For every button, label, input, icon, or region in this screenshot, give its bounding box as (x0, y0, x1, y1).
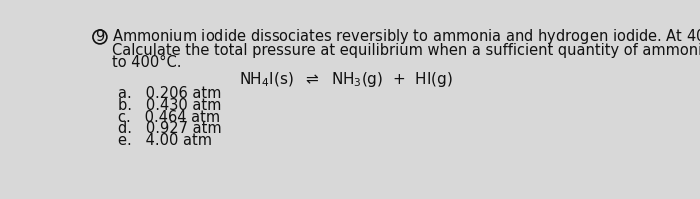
Text: Ammonium iodide dissociates reversibly to ammonia and hydrogen iodide. At 400°C,: Ammonium iodide dissociates reversibly t… (112, 26, 700, 48)
Text: b.   0.430 atm: b. 0.430 atm (118, 98, 222, 113)
Text: e.   4.00 atm: e. 4.00 atm (118, 133, 213, 148)
Text: NH$_4$I(s)  $\rightleftharpoons$  NH$_3$(g)  +  HI(g): NH$_4$I(s) $\rightleftharpoons$ NH$_3$(g… (239, 70, 452, 89)
Text: to 400°C.: to 400°C. (112, 55, 182, 70)
Text: Calculate the total pressure at equilibrium when a sufficient quantity of ammoni: Calculate the total pressure at equilibr… (112, 43, 700, 58)
Text: c.   0.464 atm: c. 0.464 atm (118, 110, 220, 125)
Text: a.   0.206 atm: a. 0.206 atm (118, 86, 222, 101)
Text: 9: 9 (95, 29, 104, 44)
Text: d.   0.927 atm: d. 0.927 atm (118, 121, 222, 136)
